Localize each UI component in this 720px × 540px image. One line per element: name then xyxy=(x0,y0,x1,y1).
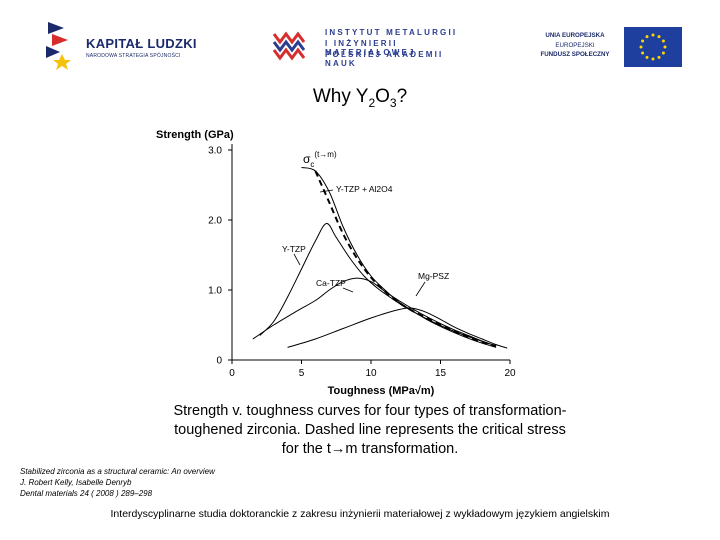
catzp-label: Ca-TZP xyxy=(316,278,346,288)
y-axis-label: Strength (GPa) xyxy=(156,129,234,141)
mgpsz-label: Mg-PSZ xyxy=(418,271,449,281)
strength-toughness-chart: 0 1.0 2.0 3.0 0 5 10 15 20 Strength (GPa) Toughne… xyxy=(156,129,516,397)
caption-line-3-start: for the t xyxy=(281,441,331,457)
slide-title: Why Y2O3? xyxy=(0,86,720,110)
y-tick-label: 2.0 xyxy=(208,216,222,227)
caption-line-3-end: m transformation. xyxy=(345,441,459,457)
caption-line-2: toughened zirconia. Dashed line represen… xyxy=(174,422,566,438)
ytzp-leader xyxy=(293,253,301,266)
reference-title: Stabilized zirconia as a structural cera… xyxy=(20,467,215,476)
reference-journal: Dental materials 24 ( 2008 ) 289–298 xyxy=(20,489,153,498)
ytzp-al2o4-curve xyxy=(301,167,497,348)
kapital-ludzki-subtitle: NARODOWA STRATEGIA SPÓJNOŚCI xyxy=(86,53,181,59)
eu-line-1: UNIA EUROPEJSKA xyxy=(545,32,605,39)
title-sub-2: 3 xyxy=(389,95,397,110)
title-end: ? xyxy=(396,86,408,107)
ytzp-curve xyxy=(259,223,490,345)
x-axis-label: Toughness (MPa√m) xyxy=(328,385,435,397)
title-main: Why Y xyxy=(312,86,369,107)
eu-flag-icon xyxy=(624,27,682,67)
kapital-ludzki-emblem-icon xyxy=(46,22,71,70)
mgpsz-leader xyxy=(415,281,426,297)
kapital-ludzki-title: KAPITAŁ LUDZKI xyxy=(86,36,197,51)
eu-logo: UNIA EUROPEJSKA EUROPEJSKI FUNDUSZ SPOŁE… xyxy=(528,22,682,72)
institute-line-3: POLSKIEJ AKADEMII NAUK xyxy=(325,50,444,68)
caption-line-1: Strength v. toughness curves for four ty… xyxy=(173,403,567,419)
title-mid: O xyxy=(375,86,390,107)
institute-logo: INSTYTUT METALURGII I INŻYNIERII MATERIA… xyxy=(268,24,478,68)
x-tick-label: 20 xyxy=(504,368,516,379)
arrow-icon: → xyxy=(330,441,346,457)
ytzp-al2o4-label: Y-TZP + Al2O4 xyxy=(336,184,393,194)
caption-line-3: for the t→m transformation. xyxy=(130,440,610,459)
ytzp-label: Y-TZP xyxy=(282,244,306,254)
institute-emblem-icon xyxy=(272,31,306,61)
kapital-ludzki-logo: KAPITAŁ LUDZKI NARODOWA STRATEGIA SPÓJNO… xyxy=(40,18,205,73)
eu-line-2: EUROPEJSKI xyxy=(555,42,595,49)
ytzp-al2o4-leader xyxy=(319,189,334,193)
y-tick-label: 0 xyxy=(216,356,222,367)
title-sub-1: 2 xyxy=(368,95,376,110)
x-tick-label: 5 xyxy=(299,368,305,379)
catzp-leader xyxy=(342,287,354,293)
y-tick-label: 3.0 xyxy=(208,146,222,157)
critical-stress-curve xyxy=(314,170,497,347)
catzp-curve xyxy=(252,277,497,347)
chart-ticks: 0 1.0 2.0 3.0 0 5 10 15 20 xyxy=(208,146,516,380)
critical-stress-label: σc(t→m) xyxy=(303,150,337,169)
reference-citation: Stabilized zirconia as a structural cera… xyxy=(20,466,280,499)
chart-curves xyxy=(252,167,508,349)
y-tick-label: 1.0 xyxy=(208,286,222,297)
institute-line-1: INSTYTUT METALURGII xyxy=(325,28,458,37)
chart-axes xyxy=(231,144,510,361)
x-tick-label: 15 xyxy=(435,368,447,379)
footer-text: Interdyscyplinarne studia doktoranckie z… xyxy=(110,508,610,520)
x-tick-label: 10 xyxy=(365,368,377,379)
institute-line-2: I INŻYNIERII MATERIAŁOWEJ xyxy=(325,39,416,57)
x-tick-label: 0 xyxy=(229,368,235,379)
reference-authors: J. Robert Kelly, Isabelle Denryb xyxy=(20,478,132,487)
figure-caption: Strength v. toughness curves for four ty… xyxy=(130,402,610,459)
eu-line-3: FUNDUSZ SPOŁECZNY xyxy=(540,51,610,58)
chart-labels: Strength (GPa) Toughness (MPa√m) σc(t→m) Y-… xyxy=(156,129,449,397)
mgpsz-curve xyxy=(287,307,508,349)
